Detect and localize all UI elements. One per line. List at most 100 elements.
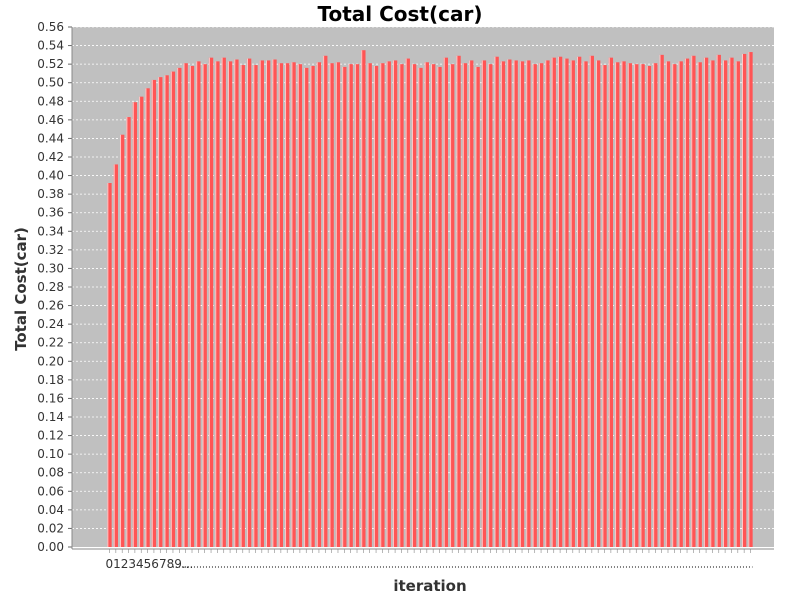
bar-highlight xyxy=(373,66,375,547)
bar-highlight xyxy=(507,59,509,547)
bar-highlight xyxy=(411,64,413,548)
y-tick-label: 0.30 xyxy=(37,261,64,275)
bar-highlight xyxy=(596,60,598,548)
bar-highlight xyxy=(354,64,356,548)
bar-highlight xyxy=(557,56,559,547)
bar-highlight xyxy=(297,64,299,548)
bar xyxy=(615,62,620,548)
y-tick-label: 0.08 xyxy=(37,466,64,480)
bar xyxy=(158,77,163,548)
bar xyxy=(380,63,385,547)
bar-highlight xyxy=(253,65,255,548)
bar xyxy=(672,64,677,548)
bar-highlight xyxy=(697,62,699,548)
y-tick-label: 0.48 xyxy=(37,94,64,108)
y-tick-label: 0.32 xyxy=(37,243,64,257)
y-tick-label: 0.52 xyxy=(37,57,64,71)
bar xyxy=(107,183,112,547)
bar xyxy=(113,164,119,547)
y-tick-label: 0.40 xyxy=(37,169,64,183)
bar xyxy=(373,66,379,547)
y-tick-label: 0.02 xyxy=(37,521,64,535)
bar-highlight xyxy=(475,66,477,547)
y-tick-label: 0.54 xyxy=(37,39,64,53)
bar xyxy=(665,61,671,547)
bar xyxy=(335,62,341,548)
bar xyxy=(602,65,607,548)
bar xyxy=(304,67,309,547)
bar-highlight xyxy=(380,63,382,547)
bar-highlight xyxy=(684,58,686,547)
bar xyxy=(164,75,169,548)
bar-highlight xyxy=(532,64,534,548)
bar xyxy=(323,55,328,548)
bar-highlight xyxy=(164,75,166,548)
y-tick-label: 0.10 xyxy=(37,447,64,461)
bar-highlight xyxy=(729,57,731,548)
y-tick-label: 0.28 xyxy=(37,280,64,294)
bar xyxy=(456,55,461,548)
bar-highlight xyxy=(659,54,661,547)
bar xyxy=(710,60,715,548)
bar xyxy=(507,59,512,547)
bar xyxy=(411,64,417,548)
bar-highlight xyxy=(691,55,693,548)
bar xyxy=(564,58,569,547)
bar-highlight xyxy=(310,66,312,547)
bar-highlight xyxy=(481,60,483,548)
bar xyxy=(538,63,544,547)
bar xyxy=(697,62,702,548)
bar xyxy=(462,63,468,547)
bar-highlight xyxy=(703,57,705,548)
x-tick-labels: 0123456789... xyxy=(106,557,194,571)
chart-title: Total Cost(car) xyxy=(317,2,483,26)
bar-highlight xyxy=(462,63,464,547)
bar-highlight xyxy=(132,102,134,547)
y-tick-label: 0.56 xyxy=(37,20,64,34)
bar xyxy=(431,64,436,548)
bar xyxy=(576,56,582,547)
bars xyxy=(107,50,753,548)
bar-highlight xyxy=(189,66,191,547)
bar xyxy=(132,102,138,547)
bar xyxy=(310,66,315,547)
bar-highlight xyxy=(678,61,680,547)
bar xyxy=(526,60,531,548)
bar xyxy=(729,57,734,548)
bar-highlight xyxy=(272,59,274,547)
bar-highlight xyxy=(399,64,401,548)
bar xyxy=(608,57,614,548)
bar xyxy=(532,64,537,548)
y-tick-label: 0.14 xyxy=(37,410,64,424)
bar-highlight xyxy=(456,55,458,548)
bar-highlight xyxy=(602,65,604,548)
bar-highlight xyxy=(234,59,236,547)
bar-highlight xyxy=(120,134,122,547)
bar-highlight xyxy=(405,58,407,547)
y-tick-label: 0.38 xyxy=(37,187,64,201)
bar-highlight xyxy=(494,56,496,547)
bar-highlight xyxy=(431,64,433,548)
bar xyxy=(741,53,747,548)
bar xyxy=(640,64,645,548)
bar xyxy=(519,61,525,547)
bar xyxy=(475,66,480,547)
bar-highlight xyxy=(748,52,750,547)
bar xyxy=(722,60,728,548)
bar-highlight xyxy=(551,57,553,548)
bar-highlight xyxy=(424,62,426,548)
bar xyxy=(272,59,277,547)
bar xyxy=(551,57,556,548)
bar-highlight xyxy=(342,66,344,547)
bar-highlight xyxy=(545,60,547,548)
bar-highlight xyxy=(640,64,642,548)
bar xyxy=(297,64,303,548)
bar xyxy=(557,56,563,547)
y-tick-label: 0.06 xyxy=(37,484,64,498)
bar-highlight xyxy=(335,62,337,548)
bar xyxy=(716,54,721,547)
bar xyxy=(494,56,499,547)
bar-highlight xyxy=(418,67,420,547)
bar-highlight xyxy=(170,71,172,548)
bar xyxy=(646,66,652,547)
